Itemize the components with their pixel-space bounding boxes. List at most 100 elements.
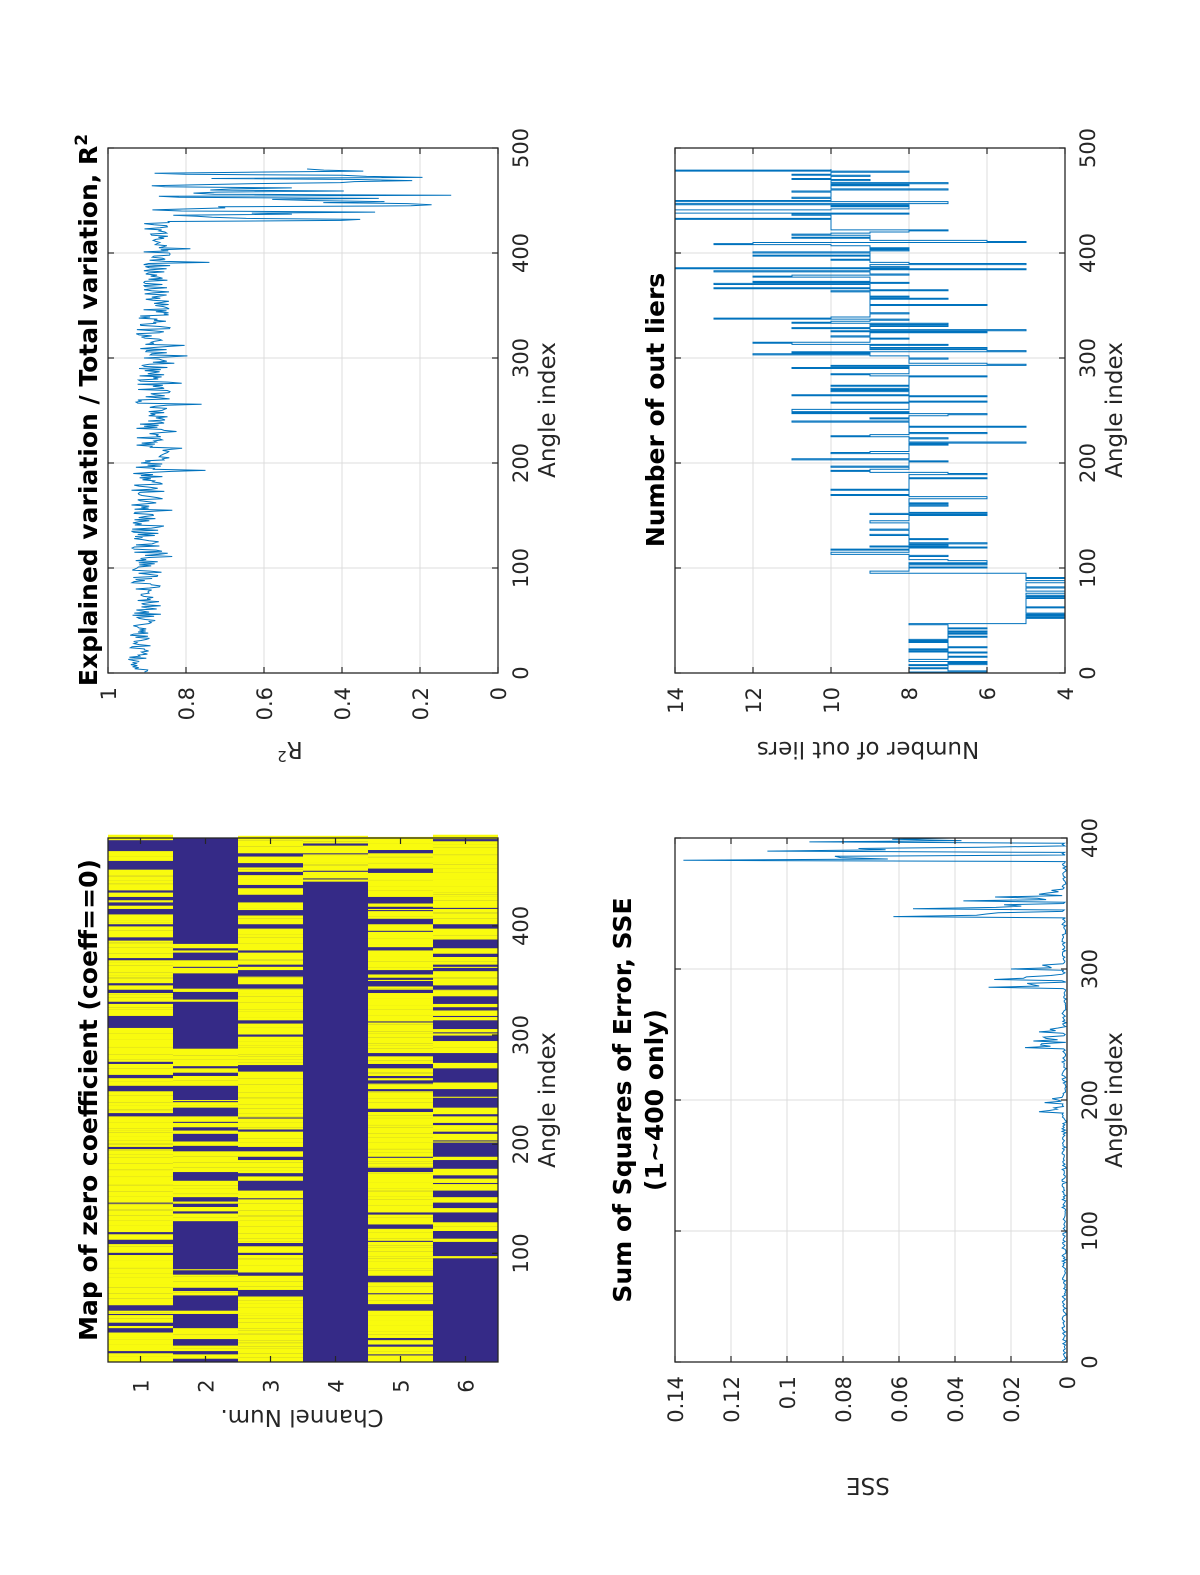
heatmap-cell [433,1222,498,1227]
outliers-xtick-label: 500 [1076,128,1100,168]
heatmap-cell [368,843,433,851]
heatmap-cell [368,998,433,1006]
heatmap-cell [368,1142,433,1149]
heatmap-cell [108,1312,173,1314]
heatmap-cell [368,1073,433,1076]
heatmap-cell [108,869,173,876]
heatmap-cell [173,1055,238,1060]
heatmap-cell [433,1116,498,1123]
heatmap-cell [368,1031,433,1034]
heatmap-cell [238,1194,303,1199]
heatmap-cell [108,930,173,938]
sse-ytick-label: 0.08 [832,1376,856,1423]
heatmap-cell [108,856,173,861]
sse-xtick-label: 100 [1078,1211,1102,1251]
outliers-series [674,169,1066,673]
heatmap-cell [433,1168,498,1176]
heatmap-cell [108,1116,173,1123]
sse-panel: 0 100 200 300 400 0 0.02 0.04 0.06 0.08 0.1 0.12 0.1… [608,818,1128,1498]
heatmap-title: Map of zero coefficient (coeff==0) [74,859,103,1341]
heatmap-cell [368,1346,433,1350]
heatmap-cell [368,1022,433,1025]
heatmap-cell [368,1256,433,1259]
heatmap-cell [108,1318,173,1323]
heatmap-cell [368,1056,433,1061]
heatmap-cell [368,1161,433,1164]
outliers-xtick-label: 300 [1076,338,1100,378]
heatmap-cell [238,928,303,935]
heatmap-cell [108,1176,173,1178]
sse-ticks: 0 100 200 300 400 0 0.02 0.04 0.06 0.08 0.1 0.12 0.1… [664,818,1102,1423]
heatmap-cell [433,912,498,914]
heatmap-cell [238,869,303,872]
heatmap-cell [368,862,433,864]
heatmap-cell [108,1170,173,1177]
heatmap-cell [433,1178,498,1183]
heatmap-cell [108,1337,173,1340]
sse-ytick-label: 0.04 [944,1376,968,1423]
heatmap-cell [433,990,498,997]
heatmap-cell [238,1056,303,1060]
heatmap-cell [238,1322,303,1329]
heatmap-cell [368,1177,433,1183]
heatmap-ytick-label: 4 [325,1379,349,1392]
heatmap-cell [238,1258,303,1260]
heatmap-cell [238,976,303,978]
heatmap-cell [108,1149,173,1151]
sse-ytick-label: 0.06 [888,1376,912,1423]
heatmap-cell [368,1127,433,1134]
heatmap-cell [368,1258,433,1262]
heatmap-cell [303,865,368,871]
outliers-ticks: 0 100 200 300 400 500 4 6 8 10 12 14 [664,128,1100,714]
heatmap-cell [108,994,173,998]
heatmap-cell [238,1190,303,1195]
heatmap-cell [108,977,173,979]
heatmap-cell [173,1206,238,1212]
heatmap-cell [368,950,433,957]
heatmap-cell [108,942,173,944]
heatmap-cell [238,1300,303,1304]
heatmap-cell [173,1102,238,1106]
heatmap-cell [108,1140,173,1144]
heatmap-cell [108,1105,173,1110]
heatmap-cell [433,862,498,865]
heatmap-cell [108,978,173,984]
heatmap-cell [173,988,238,992]
outliers-xlabel: Angle index [1102,342,1128,478]
heatmap-cell [368,1349,433,1352]
heatmap-cell [238,1059,303,1063]
sse-ytick-label: 0.14 [664,1376,688,1423]
heatmap-cell [433,847,498,851]
heatmap-cell [173,1292,238,1296]
heatmap-cell [368,1340,433,1345]
outliers-grid [674,147,1066,674]
heatmap-cell [368,863,433,869]
heatmap-ytick-label: 6 [455,1379,479,1392]
heatmap-cell [368,853,433,857]
heatmap-cell [238,1340,303,1343]
heatmap-cell [108,1039,173,1047]
heatmap-cell [108,892,173,897]
heatmap-cell [303,845,368,851]
heatmap-cell [238,879,303,885]
r2-ytick-label: 0 [487,687,511,700]
r2-xtick-label: 200 [509,443,533,483]
heatmap-cell [368,1112,433,1116]
sse-grid [674,837,1068,1363]
heatmap-cell [433,928,498,936]
heatmap-cell [368,1048,433,1054]
heatmap-cell [238,1334,303,1341]
r2-panel: 0 100 200 300 400 500 0 0.2 0.4 0.6 0.8 1 Explained… [72,128,561,765]
heatmap-cell [108,1210,173,1216]
heatmap-cell [368,1300,433,1305]
heatmap-cell [238,1138,303,1143]
heatmap-cell [368,1268,433,1271]
heatmap-cell [108,943,173,948]
heatmap-cell [173,967,238,974]
heatmap-cell [108,962,173,966]
heatmap-cell [238,888,303,892]
heatmap-cell [108,1284,173,1288]
heatmap-cell [433,892,498,895]
heatmap-cell [433,956,498,962]
heatmap-cell [173,1334,238,1340]
